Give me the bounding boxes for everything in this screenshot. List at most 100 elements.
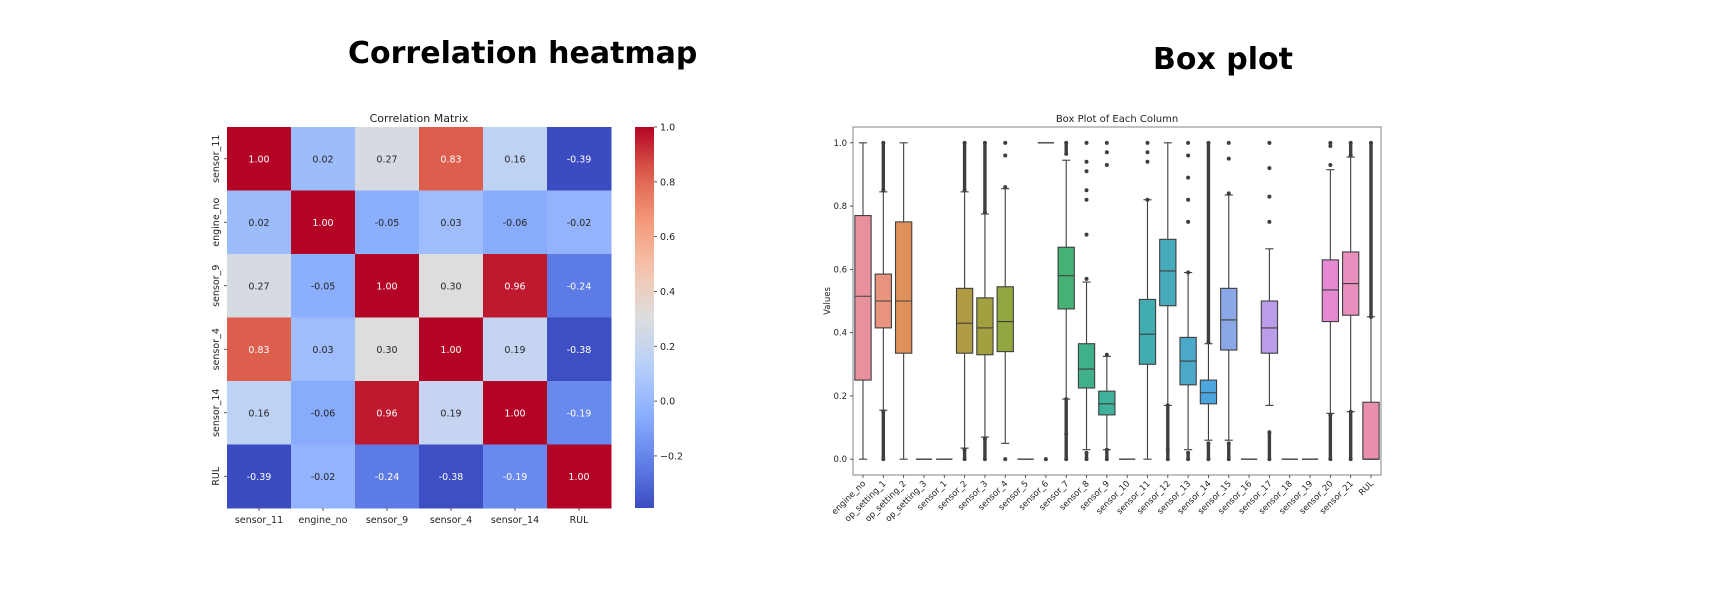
heatmap-cell-label: -0.19 [503, 472, 528, 483]
heatmap-cell [355, 190, 420, 255]
outlier-point [962, 140, 967, 145]
outlier-point [1145, 140, 1150, 145]
heatmap-cell [419, 317, 484, 382]
box-RUL [1362, 140, 1380, 460]
heatmap-cell [419, 381, 484, 445]
box-op_setting_1 [874, 140, 892, 462]
outlier-point [1206, 441, 1211, 446]
outlier-point [1186, 450, 1191, 455]
outlier-point [1104, 457, 1109, 462]
heatmap-cell [547, 254, 612, 318]
outlier-point [881, 140, 886, 145]
outlier-point [1186, 457, 1191, 462]
colorbar [635, 127, 654, 508]
heatmap-cell [227, 127, 292, 191]
y-tick-label: sensor_11 [211, 135, 222, 183]
heatmap-cell-label: 0.96 [376, 408, 397, 419]
heatmap-cell-label: 0.16 [504, 154, 525, 165]
box-op_setting_2 [894, 142, 913, 460]
outlier-point [1226, 191, 1231, 196]
heatmap-cell-label: -0.02 [567, 218, 592, 229]
outlier-point [1186, 175, 1191, 180]
outlier-point [1226, 140, 1231, 145]
outlier-point [1267, 219, 1272, 224]
outlier-point [881, 188, 886, 193]
y-tick-label: sensor_4 [211, 328, 222, 370]
box-sensor_2 [955, 140, 974, 462]
outlier-point [1328, 457, 1333, 462]
x-tick-label: RUL [570, 515, 590, 526]
outlier-point [1328, 162, 1333, 167]
box-sensor_15 [1220, 140, 1238, 462]
heatmap-cell [419, 127, 484, 191]
outlier-point [881, 457, 886, 462]
heatmap-cell [291, 317, 356, 382]
heatmap-cell-label: -0.38 [439, 472, 464, 483]
heatmap-cell-label: 0.19 [440, 408, 461, 419]
iqr-box [1098, 390, 1116, 416]
outlier-point [982, 210, 987, 215]
outlier-point [1084, 232, 1089, 237]
outlier-point [1348, 140, 1353, 145]
outlier-point [1348, 409, 1353, 414]
heatmap-cell-label: -0.06 [311, 408, 336, 419]
heatmap-cell [227, 381, 292, 445]
outlier-point [1369, 314, 1373, 319]
box-sensor_3 [976, 140, 994, 462]
box-engine_no [854, 142, 872, 460]
heatmap-cell-label: 0.96 [504, 281, 525, 292]
outlier-point [1165, 403, 1170, 408]
heatmap-cell [483, 190, 548, 255]
heatmap-cell-label: 0.30 [376, 345, 397, 356]
heatmap-cell-label: 1.00 [504, 408, 525, 419]
outlier-point [1206, 340, 1211, 345]
outlier-point [962, 188, 967, 193]
outlier-point [1328, 140, 1333, 145]
iqr-box [1362, 401, 1380, 460]
outlier-point [1084, 457, 1089, 462]
y-tick-label: 1.0 [833, 139, 847, 149]
colorbar-tick-label: 0.6 [660, 232, 675, 243]
heatmap-cell-label: 0.83 [248, 345, 269, 356]
colorbar-tick-label: −0.2 [660, 451, 683, 462]
y-tick-label: 0.8 [833, 202, 847, 212]
outlier-point [1348, 153, 1353, 158]
outlier-point [1064, 457, 1069, 462]
box-sensor_11 [1138, 140, 1157, 460]
heatmap-title: Correlation Matrix [370, 112, 469, 125]
outlier-point [1003, 140, 1008, 145]
heatmap-cell [547, 127, 612, 191]
outlier-point [1226, 441, 1231, 446]
box-sensor_12 [1159, 142, 1177, 462]
heatmap-cell-label: -0.24 [375, 472, 400, 483]
heatmap-cell [355, 127, 420, 191]
heatmap-cell-label: -0.19 [567, 408, 592, 419]
iqr-box [1260, 300, 1279, 354]
heatmap-cell-label: 1.00 [312, 218, 333, 229]
y-tick-label: 0.4 [833, 329, 847, 339]
heatmap-cell [291, 381, 356, 445]
outlier-point [1267, 457, 1272, 462]
heatmap-cell [483, 444, 548, 509]
heatmap-cell-label: -0.05 [375, 218, 400, 229]
plot-frame [852, 126, 1382, 476]
heatmap-cell [419, 190, 484, 255]
outlier-point [1145, 197, 1150, 202]
outlier-point [1104, 140, 1109, 145]
heatmap-cell [291, 444, 356, 509]
heatmap-cell-label: -0.05 [311, 281, 336, 292]
x-tick-label: sensor_11 [235, 515, 283, 526]
outlier-point [1064, 151, 1069, 156]
outlier-point [1226, 156, 1231, 161]
heatmap-cell [483, 254, 548, 318]
heatmap-cell [227, 317, 292, 382]
y-tick-label: 0.6 [833, 265, 847, 275]
heatmap-cell-label: 0.02 [248, 218, 269, 229]
heatmap-cell-label: 1.00 [440, 345, 461, 356]
outlier-point [881, 409, 886, 414]
outlier-point [1226, 457, 1231, 462]
outlier-point [1328, 143, 1333, 148]
outlier-point [1186, 153, 1191, 158]
heatmap-cell-label: 1.00 [568, 472, 589, 483]
